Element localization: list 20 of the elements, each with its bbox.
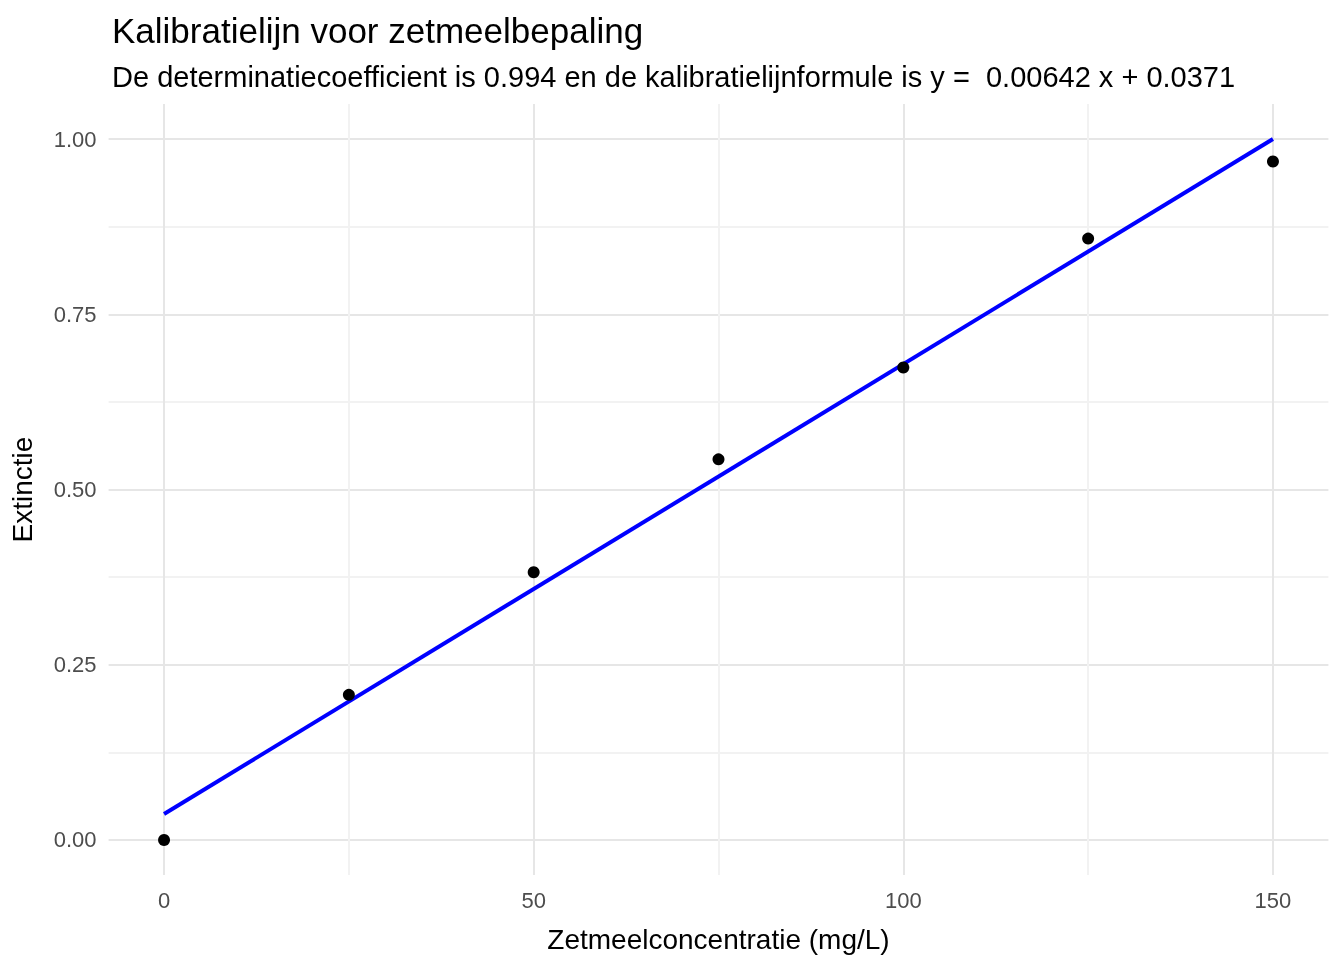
- x-tick-label: 150: [1254, 887, 1292, 913]
- y-tick-label: 0.50: [53, 477, 97, 502]
- y-axis-title: Extinctie: [7, 436, 39, 543]
- point: [712, 453, 725, 466]
- chart-subtitle: De determinatiecoefficient is 0.994 en de kalibratielijnformule is y = 0.00642 x + 0.0371: [112, 60, 1236, 93]
- x-tick-label: 100: [884, 887, 922, 913]
- y-tick-label: 1.00: [53, 126, 97, 152]
- x-tick-label: 50: [521, 887, 546, 913]
- y-tick-label: 0.00: [53, 827, 97, 853]
- point: [1082, 232, 1095, 245]
- point: [897, 361, 910, 374]
- x-axis-title: Zetmeelconcentratie (mg/L): [547, 923, 890, 955]
- point: [158, 833, 171, 846]
- y-tick-label: 0.25: [53, 652, 97, 678]
- point: [1266, 155, 1279, 168]
- chart-title: Kalibratielijn voor zetmeelbepaling: [112, 11, 644, 50]
- point: [342, 688, 355, 701]
- y-tick-label: 0.75: [53, 301, 97, 327]
- x-tick-label: 0: [157, 887, 171, 913]
- point: [527, 566, 540, 579]
